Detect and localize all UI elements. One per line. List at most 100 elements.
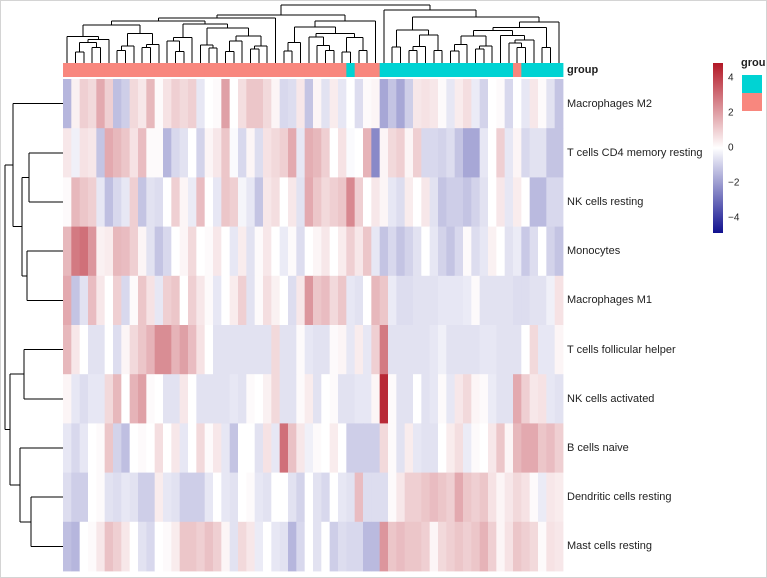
heatmap-cell bbox=[171, 472, 181, 523]
annotation-cell bbox=[163, 63, 172, 77]
heatmap-cell bbox=[279, 374, 289, 424]
heatmap-cell bbox=[538, 423, 547, 473]
heatmap-cell bbox=[296, 521, 306, 572]
heatmap-cell bbox=[413, 521, 422, 572]
heatmap-cell bbox=[171, 423, 181, 473]
heatmap-cell bbox=[246, 79, 256, 129]
heatmap-cell bbox=[479, 423, 489, 473]
heatmap-cell bbox=[338, 177, 347, 227]
colorbar-tick-label: 0 bbox=[728, 142, 734, 154]
heatmap-cell bbox=[379, 472, 389, 523]
heatmap-cell bbox=[521, 226, 531, 277]
heatmap-cell bbox=[413, 79, 422, 129]
annotation-cell bbox=[379, 63, 389, 77]
heatmap-cell bbox=[129, 423, 139, 473]
heatmap-cell bbox=[329, 79, 339, 129]
annotation-cell bbox=[521, 63, 531, 77]
annotation-cell bbox=[338, 63, 347, 77]
heatmap-cell bbox=[388, 374, 397, 424]
heatmap-cell bbox=[313, 374, 322, 424]
heatmap-cell bbox=[521, 128, 531, 178]
heatmap-cell bbox=[379, 325, 389, 375]
heatmap-cell bbox=[413, 374, 422, 424]
heatmap-cell bbox=[504, 177, 514, 227]
heatmap-cell bbox=[213, 79, 222, 129]
heatmap-cell bbox=[346, 275, 356, 326]
heatmap-cell bbox=[113, 275, 122, 326]
heatmap-cell bbox=[521, 521, 531, 572]
heatmap-cell bbox=[304, 423, 314, 473]
heatmap-cell bbox=[188, 177, 197, 227]
heatmap-cell bbox=[196, 423, 206, 473]
heatmap-cell bbox=[504, 472, 514, 523]
heatmap-cell bbox=[79, 521, 89, 572]
heatmap-cell bbox=[271, 521, 281, 572]
heatmap-cell bbox=[488, 521, 497, 572]
heatmap-cell bbox=[554, 374, 564, 424]
heatmap-cell bbox=[371, 177, 381, 227]
heatmap-cell bbox=[438, 128, 447, 178]
heatmap-cell bbox=[71, 472, 81, 523]
heatmap-cell bbox=[279, 275, 289, 326]
heatmap-cell bbox=[271, 226, 281, 277]
heatmap-cell bbox=[254, 177, 264, 227]
heatmap-cell bbox=[121, 472, 131, 523]
annotation-cell bbox=[71, 63, 81, 77]
heatmap-cell bbox=[454, 521, 464, 572]
heatmap-cell bbox=[463, 521, 472, 572]
heatmap-cell bbox=[213, 177, 222, 227]
heatmap-cell bbox=[413, 177, 422, 227]
heatmap-cell bbox=[371, 374, 381, 424]
heatmap-cell bbox=[71, 79, 81, 129]
heatmap-cell bbox=[163, 423, 172, 473]
heatmap-cell bbox=[504, 325, 514, 375]
annotation-cell bbox=[446, 63, 456, 77]
row-label: NK cells activated bbox=[567, 392, 655, 405]
heatmap-cell bbox=[321, 325, 331, 375]
heatmap-cell bbox=[146, 177, 156, 227]
heatmap-cell bbox=[354, 521, 364, 572]
heatmap-cell bbox=[438, 79, 447, 129]
heatmap-cell bbox=[196, 374, 206, 424]
heatmap-cell bbox=[138, 79, 147, 129]
heatmap-cell bbox=[121, 79, 131, 129]
heatmap-cell bbox=[296, 472, 306, 523]
annotation-cell bbox=[146, 63, 156, 77]
heatmap-cell bbox=[104, 374, 114, 424]
heatmap-cell bbox=[471, 128, 481, 178]
heatmap-cell bbox=[321, 423, 331, 473]
heatmap-cells bbox=[63, 79, 564, 572]
heatmap-cell bbox=[379, 177, 389, 227]
heatmap-cell bbox=[313, 275, 322, 326]
heatmap-cell bbox=[63, 423, 72, 473]
annotation-cell bbox=[238, 63, 247, 77]
heatmap-cell bbox=[146, 521, 156, 572]
heatmap-cell bbox=[338, 472, 347, 523]
heatmap-cell bbox=[154, 325, 164, 375]
heatmap-cell bbox=[538, 226, 547, 277]
heatmap-cell bbox=[188, 325, 197, 375]
heatmap-cell bbox=[496, 325, 506, 375]
heatmap-cell bbox=[138, 374, 147, 424]
heatmap-cell bbox=[496, 423, 506, 473]
heatmap-cell bbox=[329, 521, 339, 572]
heatmap-cell bbox=[513, 374, 522, 424]
annotation-cell bbox=[154, 63, 164, 77]
annotation-cell bbox=[279, 63, 289, 77]
annotation-cell bbox=[329, 63, 339, 77]
heatmap-cell bbox=[379, 521, 389, 572]
heatmap-cell bbox=[413, 472, 422, 523]
heatmap-cell bbox=[446, 177, 456, 227]
heatmap-cell bbox=[554, 423, 564, 473]
annotation-cell bbox=[63, 63, 72, 77]
heatmap-cell bbox=[363, 472, 372, 523]
heatmap-cell bbox=[96, 226, 106, 277]
heatmap-cell bbox=[329, 177, 339, 227]
heatmap-cell bbox=[304, 226, 314, 277]
annotation-cell bbox=[363, 63, 372, 77]
heatmap-cell bbox=[379, 423, 389, 473]
heatmap-cell bbox=[521, 423, 531, 473]
heatmap-cell bbox=[263, 374, 272, 424]
heatmap-cell bbox=[146, 79, 156, 129]
heatmap-cell bbox=[171, 177, 181, 227]
